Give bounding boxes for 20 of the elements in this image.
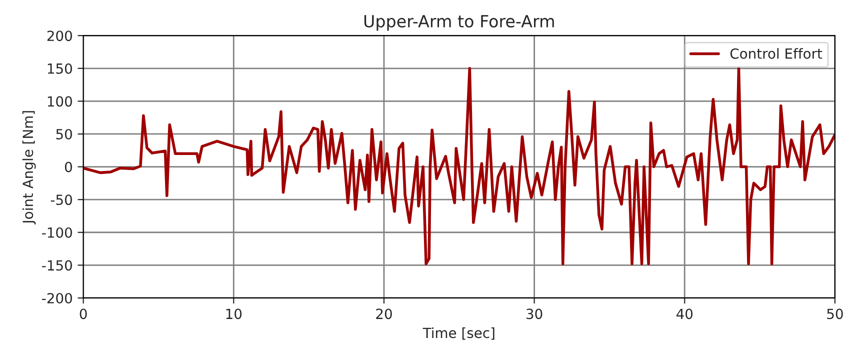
x-tick-label: 0 xyxy=(80,308,87,320)
chart-title: Upper-Arm to Fore-Arm xyxy=(364,15,554,31)
y-tick-label: 200 xyxy=(47,30,72,42)
line-series xyxy=(83,67,835,266)
x-tick-label: 50 xyxy=(827,308,843,320)
y-tick-label: 0 xyxy=(64,162,72,172)
x-tick-label: 20 xyxy=(376,308,392,320)
y-tick-label: -50 xyxy=(50,194,72,206)
y-tick-label: 100 xyxy=(48,96,72,107)
y-tick-label: 50 xyxy=(56,128,72,140)
x-tick-label: 30 xyxy=(526,308,542,320)
legend-label: Control Effort xyxy=(730,48,822,59)
y-tick-label: 150 xyxy=(48,63,72,74)
x-tick-label: 10 xyxy=(226,308,242,320)
y-tick-label: -200 xyxy=(42,292,72,304)
y-tick-label: -150 xyxy=(42,260,72,271)
y-axis-title: Joint Angle [Nm] xyxy=(22,111,36,224)
y-tick-label: -100 xyxy=(42,227,72,238)
x-axis-title: Time [sec] xyxy=(422,327,494,340)
x-tick-label: 40 xyxy=(676,308,693,320)
